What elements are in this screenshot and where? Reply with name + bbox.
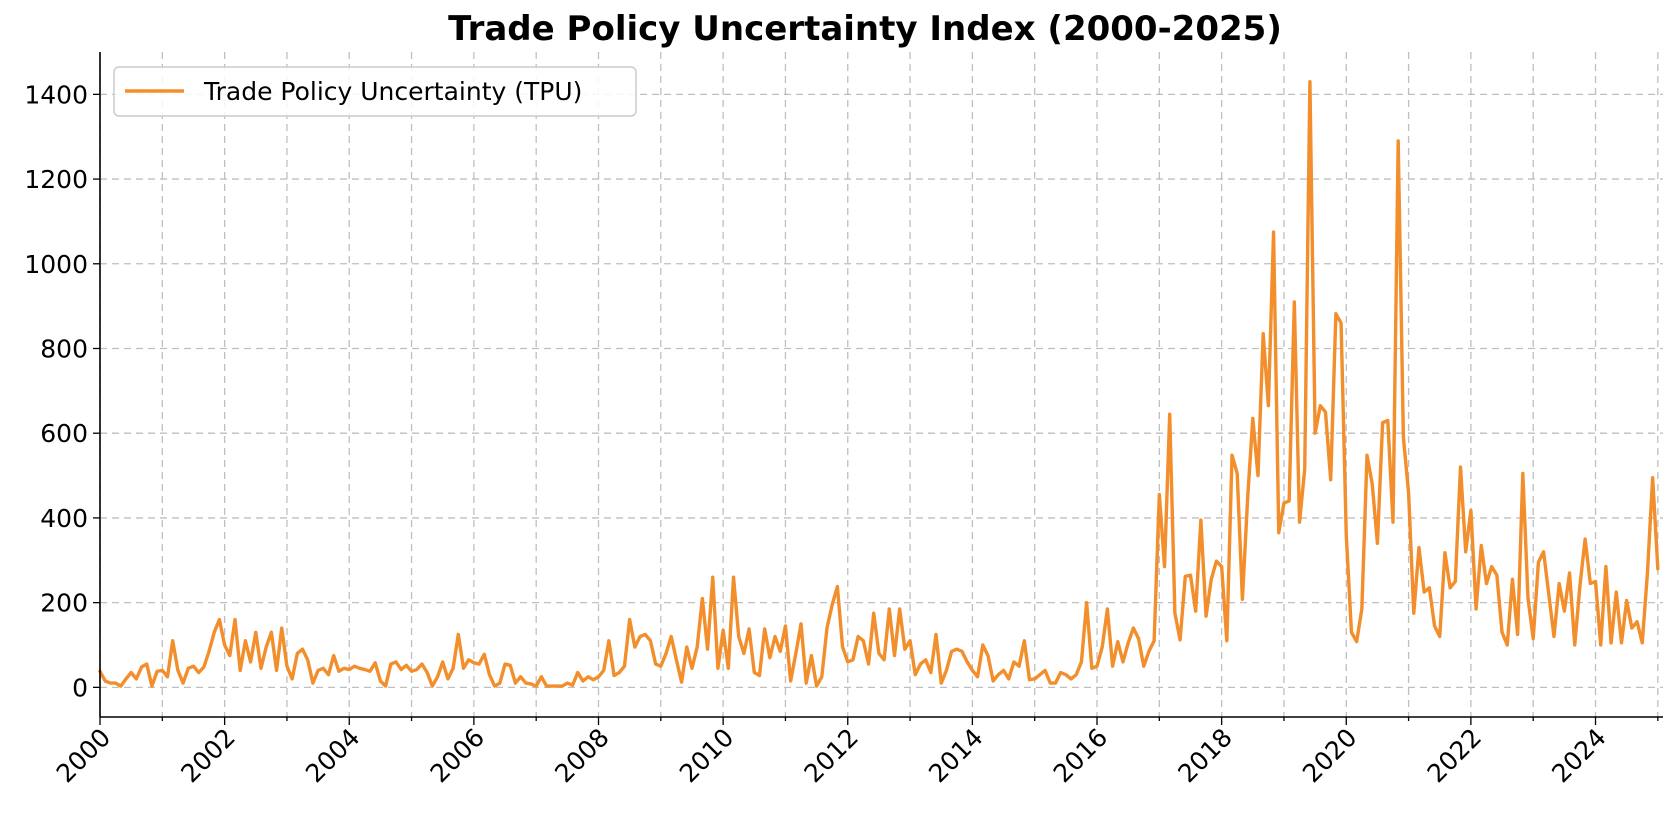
y-tick-label: 1200: [24, 165, 88, 194]
legend: Trade Policy Uncertainty (TPU): [113, 66, 637, 117]
y-tick-label: 0: [72, 673, 88, 702]
y-tick-label: 400: [40, 504, 88, 533]
x-tick-label: 2002: [175, 723, 240, 788]
x-tick-label: 2008: [549, 723, 614, 788]
x-tick-label: 2022: [1422, 723, 1487, 788]
ticks: 0 200 400 600 800 1000 1200 1400 2000 2002 2004 200…: [24, 80, 1659, 788]
x-tick-label: 2012: [799, 723, 864, 788]
x-tick-label: 2018: [1172, 723, 1237, 788]
x-tick-label: 2006: [425, 723, 490, 788]
x-tick-label: 2016: [1048, 723, 1113, 788]
x-tick-label: 2000: [51, 723, 116, 788]
y-tick-label: 800: [40, 334, 88, 363]
x-tick-label: 2020: [1297, 723, 1362, 788]
legend-box: [113, 66, 637, 117]
x-tick-label: 2024: [1546, 723, 1611, 788]
chart-title: Trade Policy Uncertainty Index (2000-202…: [448, 9, 1282, 49]
series-layer: [98, 79, 1660, 688]
legend-label: Trade Policy Uncertainty (TPU): [203, 77, 582, 106]
y-tick-label: 1000: [24, 250, 88, 279]
y-tick-label: 1400: [24, 80, 88, 109]
y-tick-label: 200: [40, 589, 88, 618]
y-tick-label: 600: [40, 419, 88, 448]
x-tick-label: 2014: [923, 723, 988, 788]
grid-lines: [99, 52, 1663, 717]
x-tick-label: 2010: [674, 723, 739, 788]
axes: [99, 52, 1663, 718]
series-line: [98, 79, 1660, 688]
x-tick-label: 2004: [300, 723, 365, 788]
